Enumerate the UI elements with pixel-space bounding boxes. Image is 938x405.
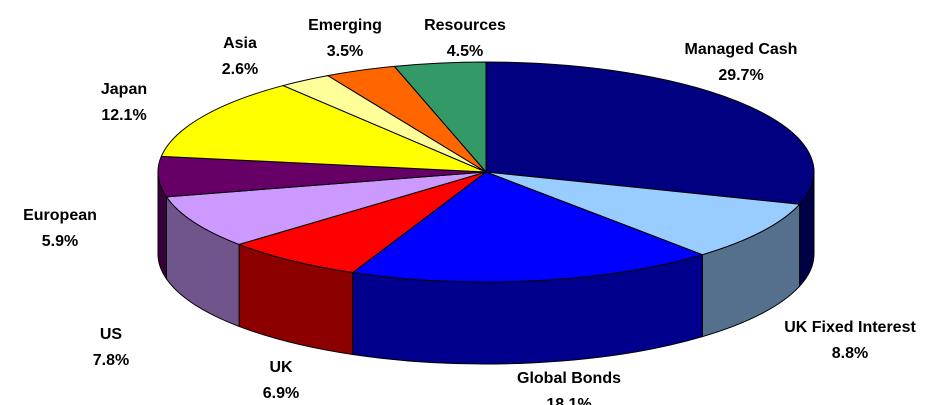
slice-label-emerging: Emerging 3.5% (308, 17, 382, 60)
slice-label-global-bonds: Global Bonds 18.1% (517, 370, 621, 405)
slice-label-european: European 5.9% (23, 207, 97, 250)
slice-label-asia: Asia 2.6% (222, 35, 258, 78)
slice-uk-fixed-interest (485, 171, 801, 256)
slice-percent: 18.1% (546, 396, 591, 405)
slice-name: Managed Cash (685, 41, 798, 58)
slice-name: UK Fixed Interest (784, 319, 916, 336)
slice-japan (160, 85, 487, 173)
slice-label-japan: Japan 12.1% (101, 81, 147, 124)
slice-percent: 3.5% (327, 43, 363, 60)
slice-global-bonds (351, 171, 704, 283)
slice-percent: 12.1% (101, 107, 146, 124)
slice-name: UK (269, 359, 293, 376)
slice-labels: Managed Cash 29.7% UK Fixed Interest 8.8% Gl… (23, 17, 916, 405)
slice-name: Resources (424, 17, 506, 34)
slice-percent: 29.7% (718, 67, 763, 84)
slice-name: Emerging (308, 17, 382, 34)
pie-sides (157, 171, 815, 365)
slice-percent: 8.8% (832, 345, 868, 362)
slice-name: US (100, 326, 123, 343)
slice-label-managed-cash: Managed Cash 29.7% (685, 41, 798, 84)
slice-percent: 7.8% (93, 352, 129, 369)
slice-name: Asia (223, 35, 257, 52)
slice-label-uk: UK 6.9% (263, 359, 299, 402)
slice-label-uk-fixed-interest: UK Fixed Interest 8.8% (784, 319, 916, 362)
slice-percent: 5.9% (42, 233, 78, 250)
slice-us (165, 171, 487, 245)
slice-name: European (23, 207, 97, 224)
slice-name: Global Bonds (517, 370, 621, 387)
slice-managed-cash (485, 61, 815, 205)
slice-percent: 2.6% (222, 61, 258, 78)
pie-slices (157, 61, 815, 283)
slice-uk (237, 171, 487, 274)
slice-resources (393, 61, 487, 174)
slice-percent: 6.9% (263, 385, 299, 402)
slice-name: Japan (101, 81, 147, 98)
slice-european (157, 155, 487, 198)
slice-label-us: US 7.8% (93, 326, 129, 369)
slice-percent: 4.5% (447, 43, 483, 60)
slice-label-resources: Resources 4.5% (424, 17, 506, 60)
